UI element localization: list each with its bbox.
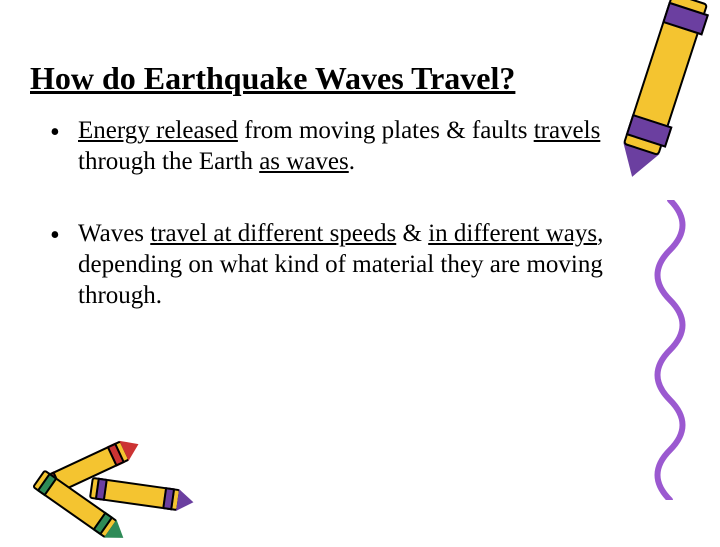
text-segment: in different ways bbox=[428, 220, 597, 247]
bullet-list: Energy released from moving plates & fau… bbox=[50, 115, 670, 311]
bullet-item: Energy released from moving plates & fau… bbox=[50, 115, 670, 178]
text-segment: through the Earth bbox=[78, 148, 259, 175]
text-segment: & bbox=[396, 220, 428, 247]
text-segment: Waves bbox=[78, 220, 150, 247]
text-segment: . bbox=[349, 148, 355, 175]
text-segment: travels bbox=[534, 117, 601, 144]
crayon-decoration-bottom bbox=[30, 410, 230, 530]
text-segment: Energy released bbox=[78, 117, 238, 144]
slide-title: How do Earthquake Waves Travel? bbox=[30, 60, 670, 97]
text-segment: as waves bbox=[259, 148, 349, 175]
bullet-item: Waves travel at different speeds & in di… bbox=[50, 218, 670, 312]
text-segment: travel at different speeds bbox=[150, 220, 396, 247]
text-segment: from moving plates & faults bbox=[238, 117, 534, 144]
